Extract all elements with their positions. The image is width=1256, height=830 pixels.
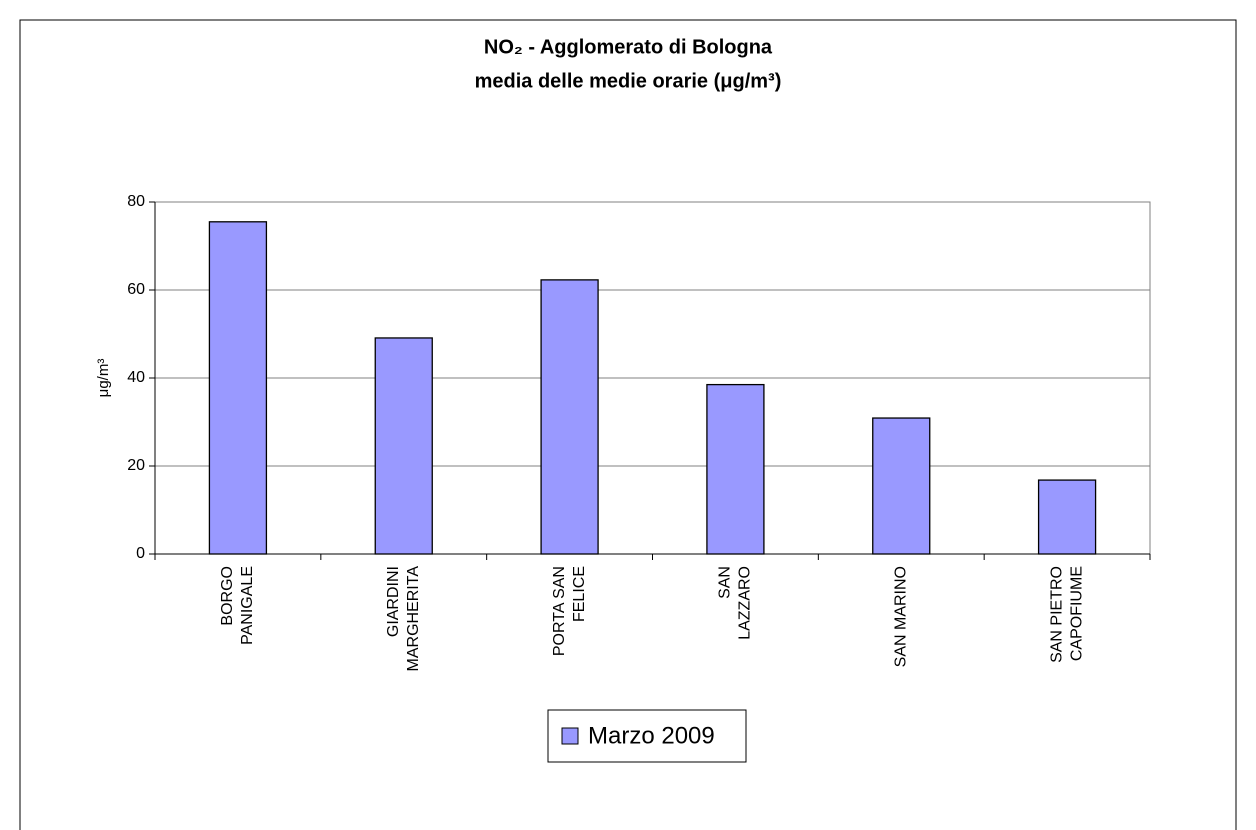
legend bbox=[547, 709, 747, 763]
y-tick-label: 60 bbox=[127, 281, 145, 298]
x-tick-label: BORGO bbox=[219, 566, 236, 626]
x-tick-label: CAPOFIUME bbox=[1068, 566, 1085, 661]
bar bbox=[208, 221, 268, 555]
x-tick-label: MARGHERITA bbox=[405, 566, 422, 672]
x-tick-label: GIARDINI bbox=[385, 566, 402, 637]
x-tick-label: SAN MARINO bbox=[892, 566, 909, 667]
y-tick-label: 20 bbox=[127, 457, 145, 474]
legend-label: Marzo 2009 bbox=[588, 722, 715, 749]
x-tick-label: PANIGALE bbox=[239, 566, 256, 645]
x-tick-label: SAN bbox=[717, 566, 734, 599]
bar bbox=[540, 279, 599, 555]
y-axis-label: μg/m³ bbox=[95, 359, 112, 398]
y-tick-label: 80 bbox=[127, 193, 145, 210]
legend-swatch bbox=[561, 727, 579, 745]
x-tick-label: LAZZARO bbox=[737, 566, 754, 640]
bar bbox=[1037, 479, 1097, 555]
bar bbox=[872, 417, 931, 555]
x-tick-label: PORTA SAN bbox=[551, 566, 568, 656]
chart-title: NO₂ - Agglomerato di Bologna bbox=[484, 36, 773, 58]
x-tick-label: SAN PIETRO bbox=[1048, 566, 1065, 663]
chart-subtitle: media delle medie orarie (μg/m³) bbox=[475, 70, 782, 92]
bar bbox=[706, 383, 765, 555]
chart-frame bbox=[19, 19, 1237, 830]
x-tick-label: FELICE bbox=[571, 566, 588, 622]
y-tick-label: 0 bbox=[136, 545, 145, 562]
y-tick-label: 40 bbox=[127, 369, 145, 386]
bar bbox=[374, 337, 433, 555]
